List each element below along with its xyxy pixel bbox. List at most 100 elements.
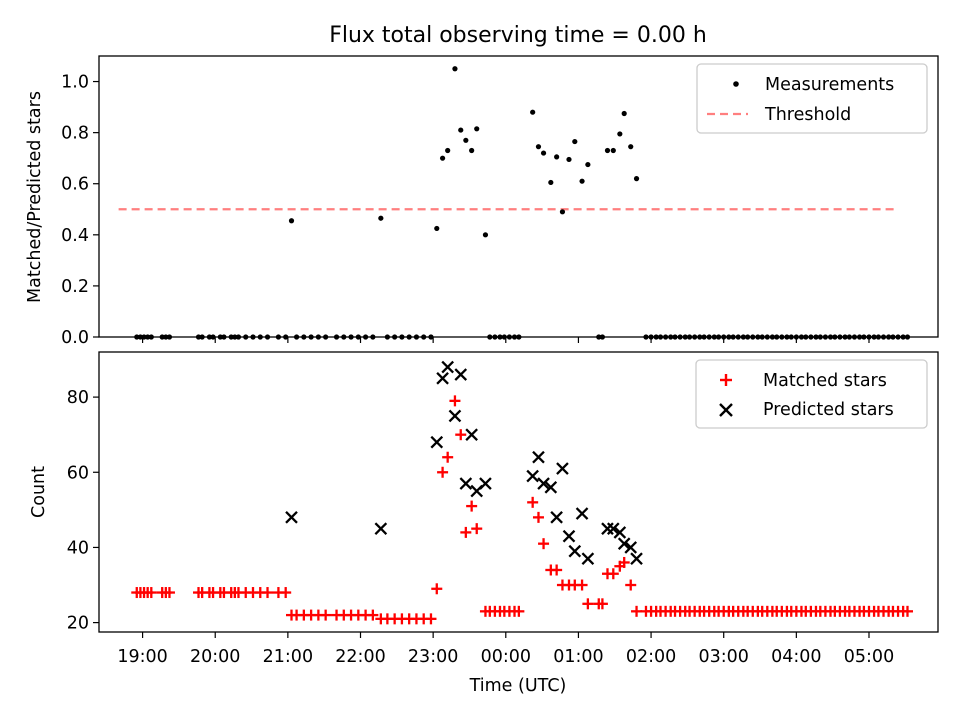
x-tick-label: 05:00 xyxy=(844,647,894,667)
predicted-star-d2 xyxy=(537,477,550,490)
legend-threshold-label: Threshold xyxy=(764,105,851,125)
predicted-star-point xyxy=(550,511,563,524)
legend-predicted-label: Predicted stars xyxy=(763,400,894,420)
predicted-star-d2 xyxy=(532,450,545,464)
x-tick-label: 04:00 xyxy=(771,647,821,667)
bottom-x-ticks: 19:00 20:00 21:00 22:00 23:00 00:00 01:00 02:00… xyxy=(117,632,894,667)
x-tick-label: 00:00 xyxy=(481,647,531,667)
matched-star-point xyxy=(425,613,437,625)
predicted-stars-points xyxy=(285,360,643,566)
matched-star-point xyxy=(460,526,472,538)
top-y-ticks: 0.0 0.2 0.4 0.6 0.8 1.0 xyxy=(61,73,99,348)
matched-star-point xyxy=(471,523,483,535)
bottom-legend-box xyxy=(695,359,928,429)
measurement-point xyxy=(452,66,458,72)
matched-star-point xyxy=(532,511,544,523)
matched-star-point xyxy=(145,587,157,599)
x-tick-label: 20:00 xyxy=(190,647,240,667)
matched-star-point xyxy=(320,609,332,621)
measurement-point xyxy=(439,155,446,161)
predicted-star-point xyxy=(430,435,444,449)
bottom-y-ticks: 20 40 60 80 xyxy=(67,388,99,634)
predicted-star-point xyxy=(562,529,576,543)
predicted-star-point xyxy=(479,477,492,490)
bottom-y-tick-label: 20 xyxy=(67,614,89,634)
predicted-star-point xyxy=(448,409,462,423)
matched-star-point xyxy=(582,598,594,610)
top-y-tick-label: 0.2 xyxy=(61,277,89,297)
measurement-point xyxy=(617,131,623,137)
predicted-star-d2 xyxy=(430,435,444,449)
legend-measurements-marker xyxy=(733,81,739,87)
x-tick-label: 03:00 xyxy=(698,647,748,667)
predicted-star-d2 xyxy=(285,511,298,524)
predicted-star-point xyxy=(374,522,388,535)
predicted-star-point xyxy=(581,552,595,566)
x-tick-label: 02:00 xyxy=(626,647,676,667)
matched-star-point xyxy=(262,587,274,599)
predicted-star-d2 xyxy=(581,552,595,566)
measurement-point xyxy=(604,147,611,154)
measurement-point xyxy=(530,109,536,115)
measurement-point xyxy=(458,127,464,133)
predicted-star-d2 xyxy=(562,529,576,543)
measurement-point xyxy=(628,144,634,150)
measurement-point xyxy=(463,137,469,143)
predicted-star-point xyxy=(454,368,468,381)
matched-star-point xyxy=(607,568,619,580)
measurement-point xyxy=(540,150,547,156)
matched-star-point xyxy=(437,466,449,478)
predicted-star-d2 xyxy=(374,522,388,535)
measurement-point xyxy=(378,215,384,221)
measurement-point xyxy=(633,176,640,182)
x-axis-label: Time (UTC) xyxy=(469,676,567,696)
matched-star-point xyxy=(367,609,379,621)
matched-star-point xyxy=(527,496,539,508)
predicted-star-d2 xyxy=(544,480,558,494)
predicted-star-d2 xyxy=(436,371,449,385)
legend-matched-marker xyxy=(720,374,732,386)
predicted-star-d2 xyxy=(617,537,631,550)
predicted-star-d2 xyxy=(606,522,620,535)
matched-star-point xyxy=(618,556,630,568)
predicted-star-d2 xyxy=(624,541,638,554)
predicted-star-d2 xyxy=(448,409,462,423)
predicted-star-d2 xyxy=(526,469,539,483)
measurement-point xyxy=(469,147,475,154)
predicted-star-point xyxy=(526,469,539,483)
matched-star-point xyxy=(901,605,913,617)
predicted-star-d2 xyxy=(550,511,563,524)
predicted-star-point xyxy=(556,462,569,475)
predicted-star-point xyxy=(459,477,473,490)
measurement-point xyxy=(548,179,554,186)
predicted-star-d2 xyxy=(630,552,643,566)
measurement-point xyxy=(585,161,591,168)
measurement-point xyxy=(559,209,566,215)
predicted-star-d2 xyxy=(568,544,582,558)
measurement-point xyxy=(434,225,440,232)
top-legend: Measurements Threshold xyxy=(696,63,928,134)
predicted-star-d2 xyxy=(479,477,492,490)
bottom-panel: 20 40 60 80 19:00 20:00 21:00 22:00 23:00 00:00 0… xyxy=(29,351,939,696)
matched-star-point xyxy=(449,395,461,407)
predicted-star-d2 xyxy=(459,477,473,490)
measurement-point xyxy=(572,138,578,145)
legend-measurements-label: Measurements xyxy=(765,75,894,95)
predicted-star-point xyxy=(436,371,449,385)
matched-star-point xyxy=(631,605,643,617)
top-y-tick-label: 0.8 xyxy=(61,124,89,144)
matched-star-point xyxy=(431,583,443,595)
top-panel: 0.0 0.2 0.4 0.6 0.8 1.0 Matched/Predicted sta… xyxy=(25,55,939,348)
predicted-star-d2 xyxy=(454,368,468,381)
top-y-tick-label: 0.6 xyxy=(61,175,89,195)
predicted-star-d2 xyxy=(575,507,589,520)
matched-stars-points xyxy=(131,395,913,625)
matched-star-point xyxy=(163,587,175,599)
predicted-star-point xyxy=(606,522,620,535)
matched-star-point xyxy=(576,579,588,591)
bottom-axes-frame xyxy=(98,351,939,633)
matched-star-point xyxy=(466,500,478,512)
predicted-star-point xyxy=(532,450,545,464)
measurement-point xyxy=(566,156,572,163)
